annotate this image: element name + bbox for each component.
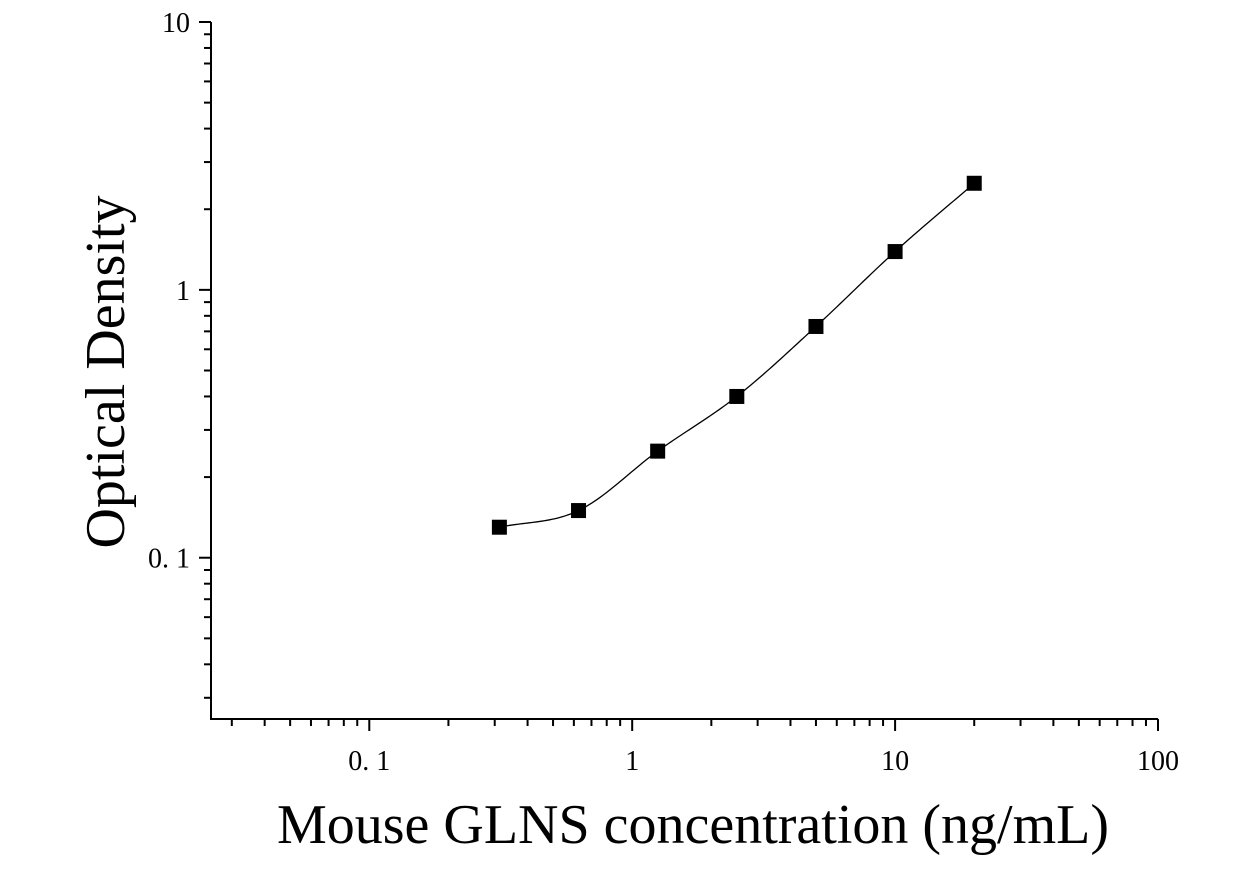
data-point — [491, 519, 507, 535]
x-tick-label: 1 — [625, 746, 639, 777]
data-point — [808, 318, 824, 334]
ticks — [199, 21, 1159, 731]
y-axis-title: Optical Density — [75, 195, 137, 548]
y-tick-label: 10 — [162, 8, 190, 39]
data-points — [491, 175, 982, 535]
data-point — [966, 175, 982, 191]
data-point — [650, 443, 666, 459]
data-point — [729, 388, 745, 404]
tick-labels: 0. 1 1 10 100 0. 1 1 10 — [148, 8, 1179, 777]
fit-curve — [499, 182, 975, 528]
x-tick-label: 0. 1 — [348, 746, 390, 777]
axes — [210, 22, 1158, 720]
data-point — [887, 244, 903, 260]
data-point — [571, 503, 587, 519]
x-tick-label: 100 — [1137, 746, 1179, 777]
y-tick-label: 0. 1 — [148, 544, 190, 575]
y-tick-label: 1 — [176, 276, 190, 307]
x-tick-label: 10 — [881, 746, 909, 777]
x-axis-title: Mouse GLNS concentration (ng/mL) — [277, 794, 1109, 856]
